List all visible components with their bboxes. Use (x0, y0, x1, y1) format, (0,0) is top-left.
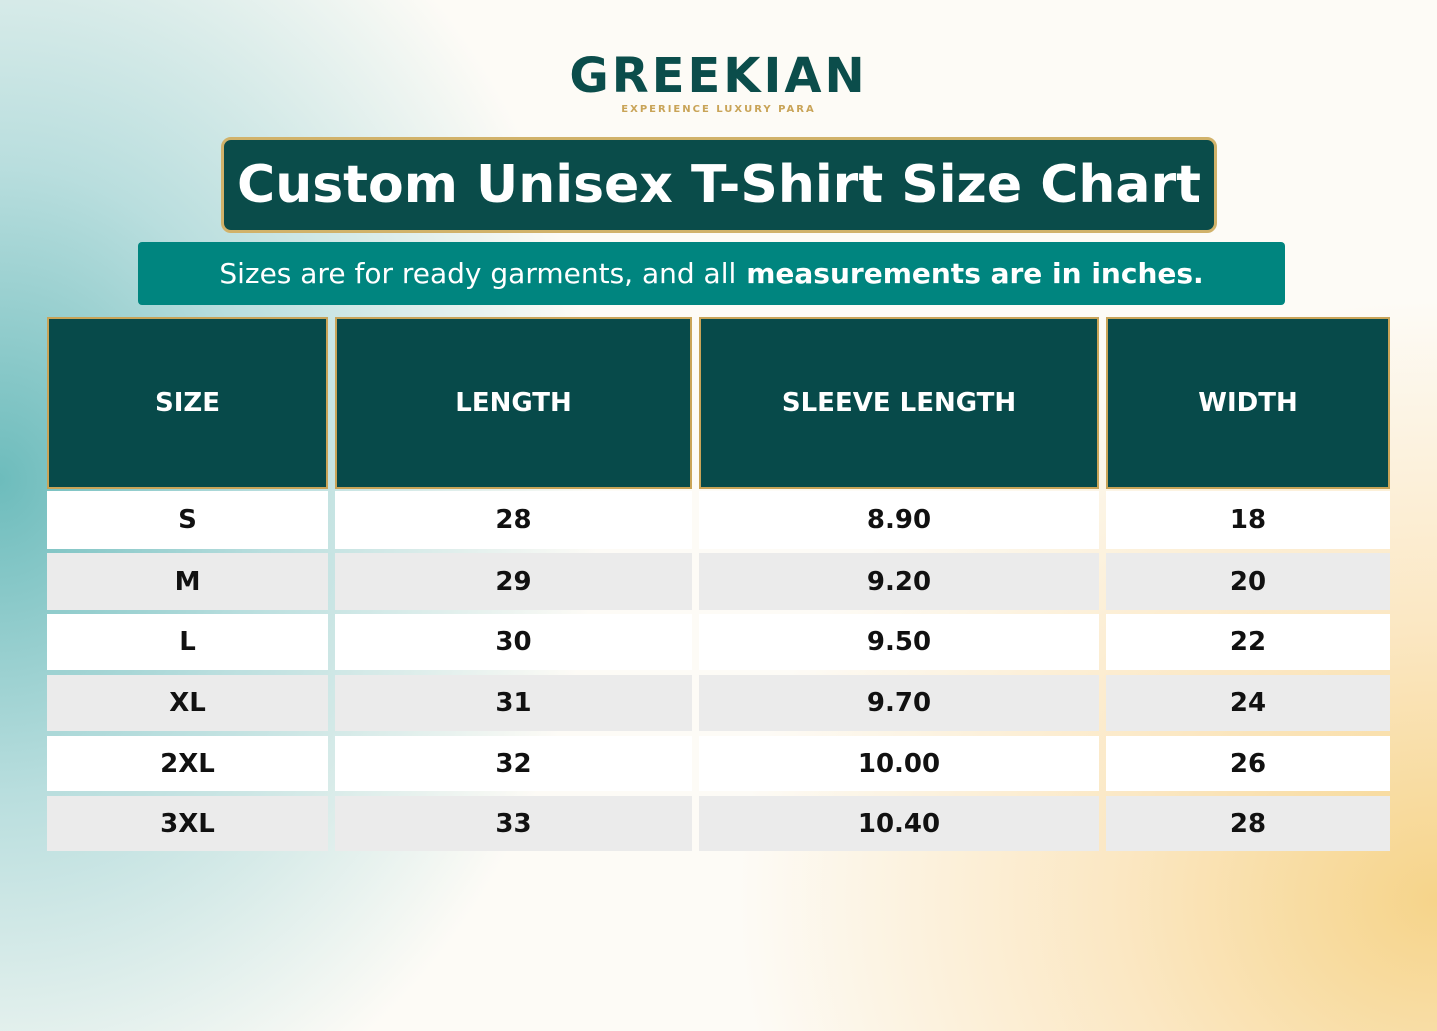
table-cell: 26 (1106, 736, 1390, 791)
subtitle-bold: measurements are in inches. (746, 257, 1204, 290)
brand-tagline: EXPERIENCE LUXURY PARA (621, 104, 816, 115)
table-cell: 9.50 (699, 614, 1099, 670)
subtitle-text: Sizes are for ready garments, and all (219, 257, 737, 290)
table-cell: 10.40 (699, 796, 1099, 851)
table-cell: 18 (1106, 491, 1390, 549)
table-cell: L (47, 614, 328, 670)
title: Custom Unisex T-Shirt Size Chart (221, 137, 1217, 233)
table-cell: 20 (1106, 553, 1390, 610)
brand-logo: GREEKIAN (569, 48, 868, 104)
table-cell: 29 (335, 553, 692, 610)
table-cell: 31 (335, 675, 692, 731)
table-cell: 2XL (47, 736, 328, 791)
table-cell: M (47, 553, 328, 610)
table-cell: 9.70 (699, 675, 1099, 731)
table-cell: 28 (1106, 796, 1390, 851)
table-cell: 30 (335, 614, 692, 670)
table-cell: 3XL (47, 796, 328, 851)
table-cell: S (47, 491, 328, 549)
table-cell: 32 (335, 736, 692, 791)
table-cell: 28 (335, 491, 692, 549)
table-cell: XL (47, 675, 328, 731)
table-cell: 22 (1106, 614, 1390, 670)
header-cell: SIZE (47, 317, 328, 489)
table-cell: 8.90 (699, 491, 1099, 549)
header-cell: WIDTH (1106, 317, 1390, 489)
table-cell: 10.00 (699, 736, 1099, 791)
header-cell: LENGTH (335, 317, 692, 489)
table-cell: 9.20 (699, 553, 1099, 610)
subtitle: Sizes are for ready garments, and all me… (138, 242, 1285, 305)
table-cell: 33 (335, 796, 692, 851)
header-cell: SLEEVE LENGTH (699, 317, 1099, 489)
table-cell: 24 (1106, 675, 1390, 731)
